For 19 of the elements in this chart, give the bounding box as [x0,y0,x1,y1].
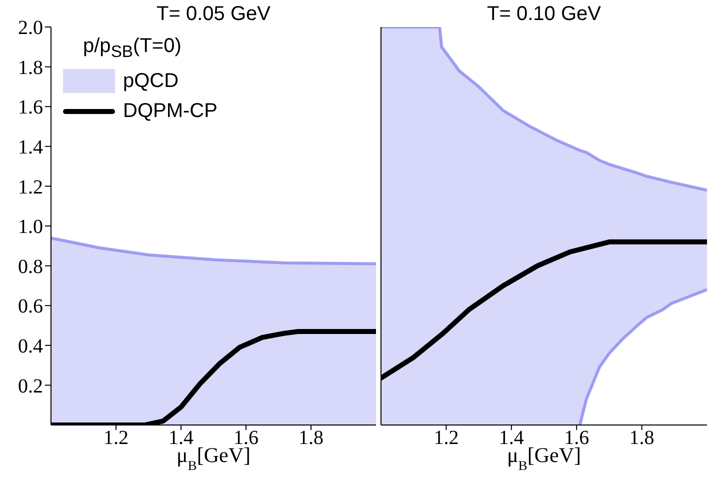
chart-title: T= 0.05 GeV [156,3,272,25]
x-tick-label: 1.2 [104,427,128,450]
x-tick-label: 1.8 [298,427,324,450]
y-tick-label: 0.2 [18,375,43,398]
y-tick-label: 1.0 [18,216,43,238]
y-tick-label: 1.8 [18,56,43,79]
legend-title: p/p$_{SB}$(T=0) [83,35,182,62]
y-tick-label: 1.4 [18,136,43,158]
legend-label: DQPM-CP [123,100,218,122]
y-tick-label: 1.2 [18,176,43,198]
legend-label: pQCD [123,70,179,92]
y-tick-label: 0.6 [18,296,43,318]
y-tick-label: 0.4 [18,336,43,358]
chart-title: T= 0.10 GeV [487,3,602,25]
x-tick-label: 1.2 [434,427,459,450]
y-tick-label: 2.0 [18,17,43,40]
y-tick-label: 0.8 [18,256,43,278]
x-tick-label: 1.8 [629,427,654,450]
y-tick-label: 1.6 [18,96,43,119]
